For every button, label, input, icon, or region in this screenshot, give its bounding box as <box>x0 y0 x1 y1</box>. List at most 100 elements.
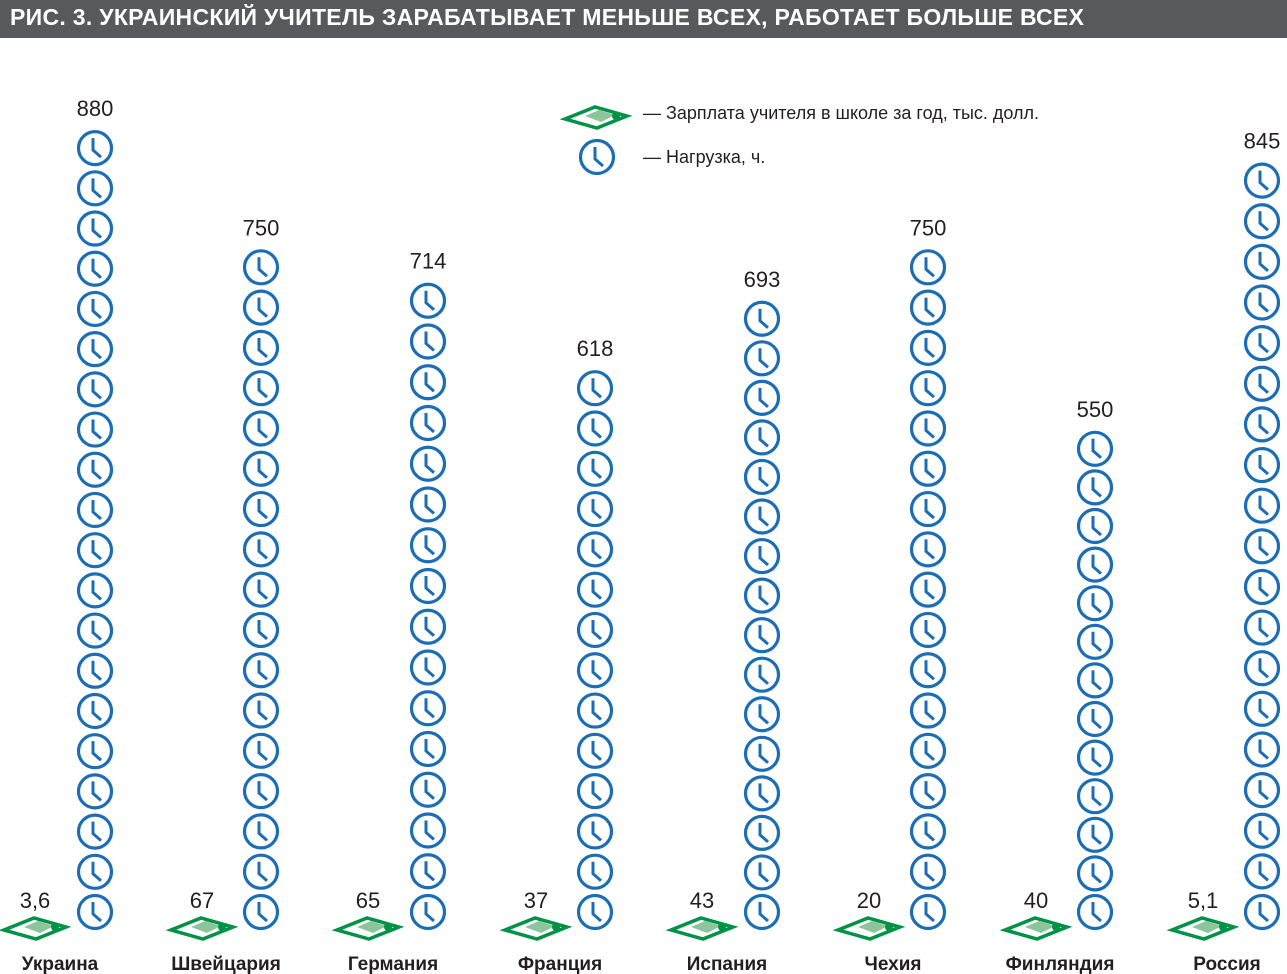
clock-hands <box>591 740 602 761</box>
clock-face <box>743 458 781 496</box>
clock-face <box>576 410 614 447</box>
clock-face <box>76 612 114 649</box>
clock-face <box>242 410 280 447</box>
clock-face <box>409 404 447 442</box>
country-group: 43 693 Испания <box>665 267 781 974</box>
clock-hands <box>593 147 604 168</box>
clock-icon <box>1243 365 1281 402</box>
clock-icon <box>242 692 280 729</box>
clock-icon <box>76 652 114 689</box>
clock-icon <box>909 289 947 326</box>
clock-icon <box>1243 650 1281 687</box>
clock-icon <box>1243 162 1281 199</box>
clock-face <box>1243 772 1281 809</box>
clock-face <box>1076 662 1114 699</box>
clock-icon <box>76 331 114 368</box>
money-bill-icon <box>165 916 239 941</box>
clock-hands <box>1258 455 1269 476</box>
clock-face <box>576 531 614 568</box>
clock-icon <box>1076 469 1114 506</box>
clock-face <box>1243 365 1281 402</box>
clock-face <box>76 692 114 730</box>
clock-icon <box>1243 528 1281 565</box>
clock-icon <box>242 853 280 890</box>
clock-icon <box>1243 568 1281 606</box>
bill-seal <box>552 923 560 931</box>
hours-value-label: 750 <box>910 215 947 240</box>
clock-hands <box>758 862 769 883</box>
bill-seal <box>218 923 226 931</box>
clock-hands <box>591 861 602 882</box>
clock-icon <box>1076 739 1114 776</box>
clock-icon <box>409 527 447 564</box>
clock-hands <box>257 902 268 923</box>
clock-face <box>242 531 280 568</box>
bill-center <box>24 921 54 933</box>
clock-face <box>409 364 447 401</box>
clock-hands <box>424 331 435 352</box>
clock-face <box>242 611 280 649</box>
country-group: 3,6 880 Украина <box>0 96 114 974</box>
clock-face <box>76 532 114 569</box>
clock-icon <box>909 410 947 447</box>
clock-face <box>743 775 781 812</box>
money-value-label: 43 <box>690 888 714 913</box>
clock-hands <box>1091 670 1102 691</box>
clock-hands <box>1091 747 1102 768</box>
hours-value-label: 714 <box>410 249 447 274</box>
money-value-label: 5,1 <box>1188 888 1219 913</box>
bill-seal <box>612 112 620 120</box>
clock-icon <box>242 732 280 769</box>
clock-icon <box>76 532 114 569</box>
clock-hands <box>1258 658 1269 679</box>
clock-face <box>76 451 114 488</box>
country-group: 67 750 Швейцария <box>165 215 281 974</box>
clock-hands <box>257 740 268 761</box>
clock-icon <box>743 537 781 575</box>
money-value-label: 67 <box>190 888 214 913</box>
clock-icon <box>576 370 614 407</box>
hours-value-label: 693 <box>744 267 781 292</box>
bill-center <box>691 921 721 933</box>
clock-hands <box>1258 820 1269 841</box>
clock-hands <box>257 297 268 318</box>
bill-seal <box>718 923 726 931</box>
clock-face <box>76 733 114 770</box>
clock-icon <box>76 250 114 287</box>
clock-face <box>909 571 947 608</box>
clock-icon <box>576 732 614 769</box>
clock-icon <box>1243 609 1281 646</box>
clock-hands <box>591 579 602 600</box>
clock-hands <box>758 387 769 408</box>
clock-face <box>576 692 614 729</box>
clock-hands <box>924 418 935 439</box>
clock-hands <box>91 741 102 762</box>
clock-icon <box>1243 284 1281 321</box>
clock-icon <box>909 692 947 729</box>
clock-hands <box>257 539 268 560</box>
clock-icon <box>242 410 280 447</box>
clock-face <box>1243 609 1281 646</box>
clock-face <box>576 450 614 487</box>
clock-icon <box>576 410 614 447</box>
clock-hands <box>91 540 102 561</box>
clock-hands <box>591 660 602 681</box>
clock-hands <box>758 664 769 685</box>
clock-face <box>76 652 114 689</box>
clock-hands <box>758 902 769 923</box>
clock-face <box>1076 893 1114 931</box>
clock-icon <box>242 329 280 366</box>
clock-icon <box>409 690 447 727</box>
clock-hands <box>758 427 769 448</box>
clock-icon <box>1243 812 1281 849</box>
clock-hands <box>591 700 602 721</box>
clock-face <box>576 773 614 810</box>
clock-icon <box>1076 546 1114 583</box>
legend-hours-label: — Нагрузка, ч. <box>643 147 765 167</box>
clock-icon <box>576 893 614 931</box>
clock-face <box>743 656 781 693</box>
clock-icon <box>743 300 781 337</box>
money-value-label: 3,6 <box>20 888 51 913</box>
clock-hands <box>257 337 268 359</box>
